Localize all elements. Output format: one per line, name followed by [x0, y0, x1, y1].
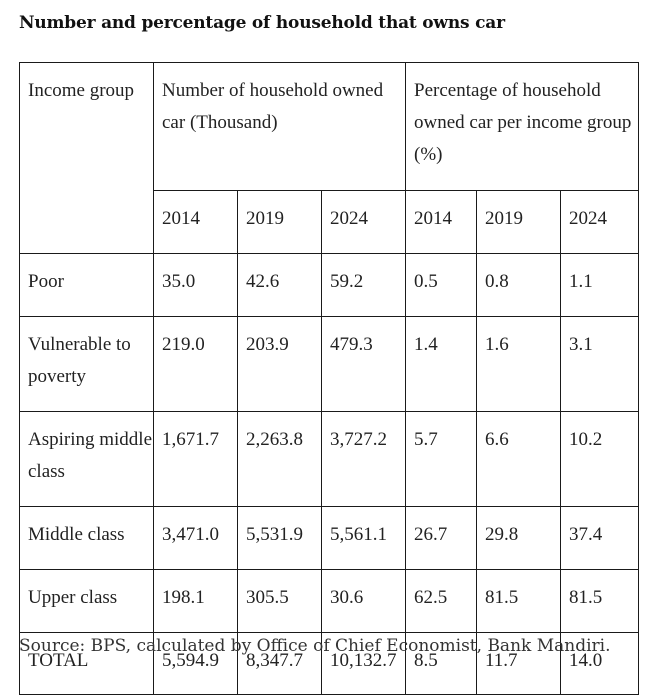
row-label: Upper class — [19, 569, 154, 633]
table-cell: 81.5 — [560, 569, 639, 633]
table-row: Aspiring middle class 1,671.7 2,263.8 3,… — [19, 411, 639, 507]
row-label: TOTAL — [19, 632, 154, 695]
table-header-row: Income group Number of household owned c… — [19, 62, 639, 254]
table-cell: 3,471.0 — [153, 506, 238, 570]
table-cell: 2,263.8 — [237, 411, 322, 507]
year-header: 2014 — [153, 190, 238, 254]
header-percentage-group: Percentage of household owned car per in… — [405, 62, 639, 191]
table-cell: 1.6 — [476, 316, 561, 412]
table-cell: 219.0 — [153, 316, 238, 412]
table-cell: 37.4 — [560, 506, 639, 570]
row-label: Middle class — [19, 506, 154, 570]
year-header: 2014 — [405, 190, 477, 254]
row-label: Vulnerable to poverty — [19, 316, 154, 412]
table-cell: 479.3 — [321, 316, 406, 412]
table-cell: 14.0 — [560, 632, 639, 695]
table-cell: 5,594.9 — [153, 632, 238, 695]
car-ownership-table: Income group Number of household owned c… — [19, 62, 639, 695]
table-cell: 305.5 — [237, 569, 322, 633]
table-cell: 8.5 — [405, 632, 477, 695]
table-cell: 1.4 — [405, 316, 477, 412]
table-cell: 42.6 — [237, 253, 322, 317]
year-header: 2024 — [560, 190, 639, 254]
table-cell: 1.1 — [560, 253, 639, 317]
table-cell: 81.5 — [476, 569, 561, 633]
table-row: Poor 35.0 42.6 59.2 0.5 0.8 1.1 — [19, 253, 639, 317]
table-cell: 0.5 — [405, 253, 477, 317]
table-row: Vulnerable to poverty 219.0 203.9 479.3 … — [19, 316, 639, 412]
table-row: Upper class 198.1 305.5 30.6 62.5 81.5 8… — [19, 569, 639, 633]
table-title: Number and percentage of household that … — [19, 13, 505, 33]
table-cell: 5,531.9 — [237, 506, 322, 570]
table-cell: 3.1 — [560, 316, 639, 412]
table-cell: 11.7 — [476, 632, 561, 695]
table-year-row: 2014 2019 2024 2014 2019 2024 — [20, 190, 639, 254]
table-cell: 6.6 — [476, 411, 561, 507]
table-cell: 5,561.1 — [321, 506, 406, 570]
table-cell: 26.7 — [405, 506, 477, 570]
table-row: Middle class 3,471.0 5,531.9 5,561.1 26.… — [19, 506, 639, 570]
table-cell: 35.0 — [153, 253, 238, 317]
header-number-group: Number of household owned car (Thousand) — [153, 62, 406, 191]
year-header: 2024 — [321, 190, 406, 254]
table-cell: 62.5 — [405, 569, 477, 633]
table-cell: 0.8 — [476, 253, 561, 317]
table-cell: 29.8 — [476, 506, 561, 570]
row-label: Poor — [19, 253, 154, 317]
row-label: Aspiring middle class — [19, 411, 154, 507]
table-cell: 59.2 — [321, 253, 406, 317]
table-cell: 8,347.7 — [237, 632, 322, 695]
table-cell: 1,671.7 — [153, 411, 238, 507]
header-income-group: Income group — [19, 62, 154, 254]
year-header: 2019 — [237, 190, 322, 254]
year-header: 2019 — [476, 190, 561, 254]
table-cell: 203.9 — [237, 316, 322, 412]
table-cell: 198.1 — [153, 569, 238, 633]
table-total-row: TOTAL 5,594.9 8,347.7 10,132.7 8.5 11.7 … — [19, 632, 639, 695]
table-cell: 30.6 — [321, 569, 406, 633]
table-cell: 10,132.7 — [321, 632, 406, 695]
table-cell: 5.7 — [405, 411, 477, 507]
table-cell: 10.2 — [560, 411, 639, 507]
table-cell: 3,727.2 — [321, 411, 406, 507]
source-note: Source: BPS, calculated by Office of Chi… — [19, 636, 611, 656]
